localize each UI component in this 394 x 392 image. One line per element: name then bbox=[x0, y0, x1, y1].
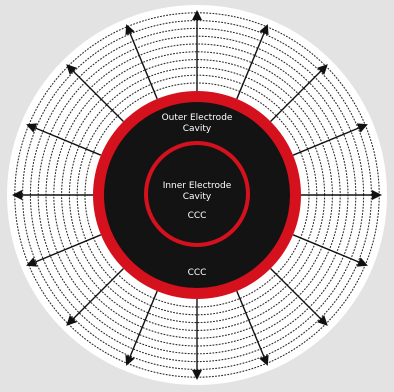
inner-ccc-label: CCC bbox=[188, 211, 207, 221]
field-arrow bbox=[66, 64, 124, 122]
outer-electrode-cavity bbox=[104, 102, 290, 288]
outer-electrode-label-line1: Outer Electrode bbox=[162, 113, 233, 123]
outer-ccc-label: CCC bbox=[188, 268, 207, 278]
field-arrow bbox=[236, 290, 269, 366]
outer-electrode-label-line2: Cavity bbox=[183, 124, 212, 134]
field-arrow bbox=[26, 123, 102, 156]
field-arrow bbox=[270, 64, 328, 122]
field-arrow bbox=[270, 268, 328, 326]
inner-electrode-label-line2: Cavity bbox=[183, 192, 212, 202]
radial-arrows bbox=[12, 10, 382, 380]
field-arrow bbox=[66, 268, 124, 326]
field-arrow bbox=[125, 24, 158, 100]
inner-electrode-label-line1: Inner Electrode bbox=[163, 181, 232, 191]
field-arrow bbox=[125, 290, 158, 366]
inner-electrode-ring bbox=[144, 141, 250, 247]
field-arrow bbox=[292, 234, 368, 267]
field-arrow bbox=[292, 123, 368, 156]
field-arrow bbox=[26, 234, 102, 267]
field-arrow bbox=[236, 24, 269, 100]
